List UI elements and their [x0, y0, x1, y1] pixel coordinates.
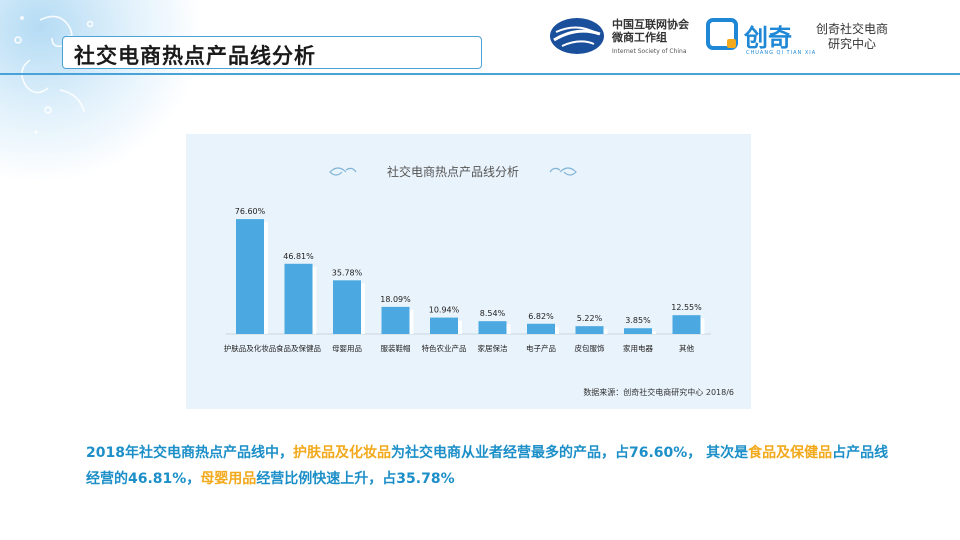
data-label-7: 5.22% — [577, 314, 603, 323]
bar-1 — [284, 263, 313, 334]
summary-part-3: 占产品线经营的46.81%， — [86, 445, 889, 487]
chuangqi-name: 创奇 — [744, 24, 792, 52]
data-label-5: 8.54% — [480, 309, 506, 318]
chuangqi-pinyin: CHUANG QI TIAN XIA — [746, 50, 817, 56]
data-label-9: 12.55% — [671, 303, 702, 312]
isc-name-line1: 中国互联网协会 — [612, 18, 689, 31]
research-center-line1: 创奇社交电商 — [816, 22, 889, 36]
data-label-1: 46.81% — [283, 252, 314, 261]
data-label-6: 6.82% — [528, 312, 554, 321]
bar-3 — [381, 306, 410, 334]
page-title: 社交电商热点产品线分析 — [74, 44, 316, 68]
bar-4 — [430, 317, 458, 334]
category-label-7: 皮包服饰 — [575, 343, 605, 353]
data-label-0: 76.60% — [235, 207, 266, 216]
chuangqi-mark-dot — [727, 39, 736, 48]
category-label-6: 电子产品 — [526, 343, 556, 353]
title-frame — [62, 36, 482, 69]
category-label-9: 其他 — [679, 343, 694, 353]
category-label-0: 护肤品及化妆品 — [224, 343, 277, 353]
category-label-3: 服装鞋帽 — [381, 343, 411, 353]
research-center-line2: 研究中心 — [827, 37, 876, 51]
summary-part-2: 为社交电商从业者经营最多的产品，占76.60%， 其次是 — [390, 445, 749, 461]
research-center-name: 创奇社交电商 研究中心 — [816, 22, 888, 52]
category-label-5: 家居保洁 — [478, 343, 508, 353]
summary-highlight-skincare: 护肤品及化妆品 — [292, 445, 391, 461]
data-label-8: 3.85% — [625, 316, 651, 325]
bar-6 — [527, 323, 555, 334]
isc-name-line2: 微商工作组 — [612, 31, 667, 44]
category-label-8: 家用电器 — [623, 343, 653, 353]
chuangqi-mark-icon — [706, 18, 738, 50]
chart-title-ornament-left — [329, 167, 357, 176]
summary-text: 2018年社交电商热点产品线中，护肤品及化妆品为社交电商从业者经营最多的产品，占… — [86, 440, 896, 492]
data-label-4: 10.94% — [429, 306, 460, 315]
corner-decoration — [0, 0, 200, 180]
category-label-2: 母婴用品 — [332, 344, 362, 353]
isc-emblem-icon — [550, 18, 604, 54]
summary-highlight-baby: 母婴用品 — [200, 471, 257, 487]
category-label-1: 食品及保健品 — [276, 343, 321, 353]
bar-8 — [624, 328, 652, 334]
isc-name-en: Internet Society of China — [612, 48, 687, 55]
bar-5 — [478, 321, 507, 334]
summary-part-1: 2018年社交电商热点产品线中， — [86, 445, 293, 461]
bar-chart: 社交电商热点产品线分析 76.60% 护肤品及化妆品 46.81% 食品及保健品 35.… — [224, 164, 734, 397]
data-label-2: 35.78% — [332, 268, 363, 277]
chart-title-ornament-right — [549, 167, 577, 176]
isc-logo: 中国互联网协会 微商工作组 Internet Society of China — [548, 14, 698, 60]
bar-7 — [575, 326, 604, 334]
swirl-ornament-icon — [14, 15, 94, 134]
bar-0 — [236, 219, 264, 334]
summary-highlight-food: 食品及保健品 — [748, 445, 833, 461]
chuangqi-logo: 创奇 CHUANG QI TIAN XIA — [706, 16, 816, 60]
isc-name-cn: 中国互联网协会 微商工作组 — [612, 18, 692, 44]
chart-title: 社交电商热点产品线分析 — [387, 164, 519, 179]
header-divider — [0, 73, 960, 75]
bar-9 — [672, 315, 701, 334]
summary-part-4: 经营比例快速上升，占35.78% — [256, 471, 455, 487]
bar-2 — [333, 280, 361, 334]
chart-source: 数据来源：创奇社交电商研究中心 2018/6 — [583, 387, 734, 397]
chart-panel: 社交电商热点产品线分析 76.60% 护肤品及化妆品 46.81% 食品及保健品 35.… — [186, 134, 751, 409]
category-label-4: 特色农业产品 — [422, 343, 467, 353]
data-label-3: 18.09% — [380, 295, 411, 304]
